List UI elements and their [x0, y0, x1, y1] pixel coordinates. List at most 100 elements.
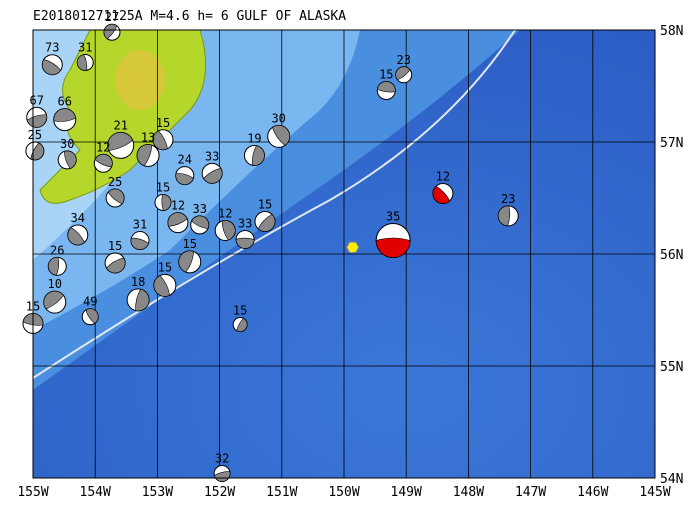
depth-label: 19	[247, 131, 261, 145]
beachball	[375, 223, 411, 259]
beachball	[232, 317, 248, 333]
x-tick-label: 145W	[639, 485, 670, 500]
beachball	[25, 141, 45, 161]
beachball	[243, 144, 265, 166]
frame	[32, 29, 656, 479]
beachball	[152, 129, 174, 151]
ball-quadrant	[161, 194, 172, 211]
depth-label: 15	[26, 299, 40, 313]
ball-quadrant	[107, 132, 134, 151]
beachball	[104, 252, 126, 274]
beachball	[267, 124, 291, 148]
beachball	[43, 290, 67, 314]
depth-label: 15	[108, 239, 122, 253]
beachball	[41, 54, 63, 76]
depth-label: 32	[215, 452, 229, 466]
depth-label: 31	[133, 218, 147, 232]
ball-quadrant	[395, 66, 411, 81]
beachball	[497, 205, 519, 227]
beachball	[376, 80, 396, 100]
depth-label: 30	[60, 137, 74, 151]
depth-label: 49	[83, 295, 97, 309]
epicenter	[346, 241, 360, 253]
ball-quadrant	[497, 205, 511, 227]
ball-quadrant	[41, 59, 62, 76]
beachball	[126, 288, 150, 312]
beachball	[432, 183, 454, 205]
events	[22, 23, 519, 483]
beachball	[395, 66, 413, 84]
x-tick-label: 153W	[142, 485, 173, 500]
beachball	[175, 166, 195, 186]
trench-line	[32, 29, 516, 379]
beachball	[167, 212, 189, 234]
x-tick-label: 151W	[266, 485, 297, 500]
ball-quadrant	[26, 114, 48, 128]
ball-quadrant	[94, 154, 113, 168]
ball-quadrant	[432, 185, 451, 204]
x-tick-label: 146W	[577, 485, 608, 500]
ball-quadrant	[251, 145, 265, 166]
depth-label: 24	[178, 153, 192, 167]
ball-quadrant	[53, 108, 76, 122]
depth-label: 66	[57, 95, 71, 109]
beachball	[254, 211, 276, 233]
y-tick-label: 56N	[660, 248, 683, 263]
x-tick-label: 154W	[80, 485, 111, 500]
y-tick-label: 58N	[660, 24, 683, 39]
beachball	[53, 108, 77, 132]
depth-label: 27	[105, 10, 119, 24]
beachball	[76, 53, 94, 71]
ball-quadrant	[153, 275, 171, 297]
beachball	[105, 188, 125, 208]
beachball	[154, 193, 172, 211]
beachball	[190, 215, 210, 235]
depth-label: 73	[45, 41, 59, 55]
x-tick-label: 150W	[328, 485, 359, 500]
x-tick-label: 149W	[391, 485, 422, 500]
ball-quadrant	[130, 237, 149, 250]
depth-label: 25	[108, 175, 122, 189]
beachball	[107, 131, 135, 159]
depth-label: 15	[156, 116, 170, 130]
depth-label: 15	[379, 67, 393, 81]
y-tick-label: 54N	[660, 472, 683, 487]
beachball	[153, 273, 177, 297]
ball-quadrant	[63, 150, 77, 169]
ball-quadrant	[221, 220, 236, 241]
beachball	[214, 219, 236, 241]
beachball	[103, 23, 121, 41]
beachball	[67, 224, 89, 246]
beachball	[57, 150, 77, 170]
ball-quadrant	[203, 167, 223, 184]
y-tick-label: 55N	[660, 360, 683, 375]
y-tick-label: 57N	[660, 136, 683, 151]
ball-quadrant	[103, 23, 118, 40]
depth-label: 15	[156, 180, 170, 194]
ball-quadrant	[167, 212, 188, 227]
ball-quadrant	[375, 237, 411, 258]
beachball	[178, 250, 202, 274]
highland	[115, 50, 165, 110]
ball-quadrant	[47, 257, 60, 276]
depth-label: 23	[396, 53, 410, 67]
depth-label: 33	[192, 202, 206, 216]
ball-quadrant	[191, 215, 209, 230]
beachball	[47, 256, 67, 276]
depth-label: 15	[158, 260, 172, 274]
beachball	[81, 308, 99, 326]
x-tick-label: 147W	[515, 485, 546, 500]
depth-label: 67	[30, 93, 44, 107]
depth-label: 13	[141, 130, 155, 144]
beachball	[130, 231, 150, 251]
depth-label: 12	[96, 140, 110, 154]
map-title: E201801271125A M=4.6 h= 6 GULF OF ALASKA	[33, 9, 346, 24]
depth-label: 25	[28, 128, 42, 142]
ball-quadrant	[107, 188, 125, 205]
ball-quadrant	[178, 250, 195, 273]
depth-label: 10	[48, 277, 62, 291]
beachball	[213, 465, 231, 483]
ball-quadrant	[106, 257, 126, 274]
depth-label: 15	[233, 304, 247, 318]
depth-label: 12	[436, 170, 450, 184]
